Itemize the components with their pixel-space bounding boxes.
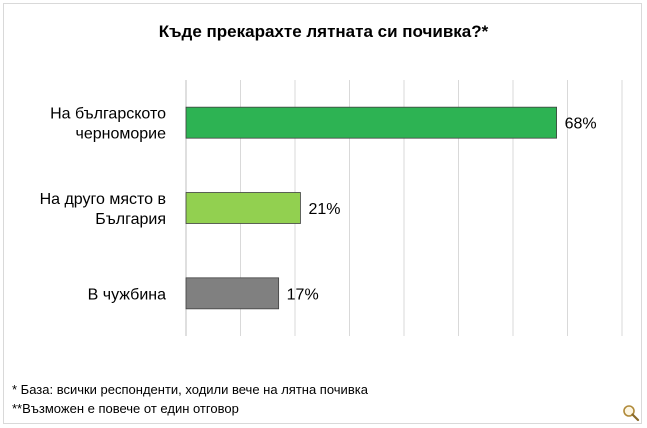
value-label-1: 68% — [565, 116, 597, 133]
chart-title: Къде прекарахте лятната си почивка?* — [158, 22, 489, 41]
category-label-2: На друго място в България — [40, 191, 166, 228]
category-label-3: В чужбина — [88, 286, 166, 303]
category-label-1: На българското черноморие — [50, 106, 166, 143]
bar-2 — [185, 192, 301, 224]
footnotes: * База: всички респонденти, ходили вече … — [12, 380, 368, 418]
magnifier-icon[interactable] — [622, 404, 640, 422]
footnote-base: * База: всички респонденти, ходили вече … — [12, 382, 368, 397]
value-label-3: 17% — [287, 286, 319, 303]
footnote-multiple: **Възможен е повече от един отговор — [12, 401, 239, 416]
value-label-2: 21% — [308, 201, 340, 218]
bar-1 — [185, 106, 558, 139]
chart-frame — [3, 3, 642, 424]
bar-3 — [185, 277, 280, 310]
